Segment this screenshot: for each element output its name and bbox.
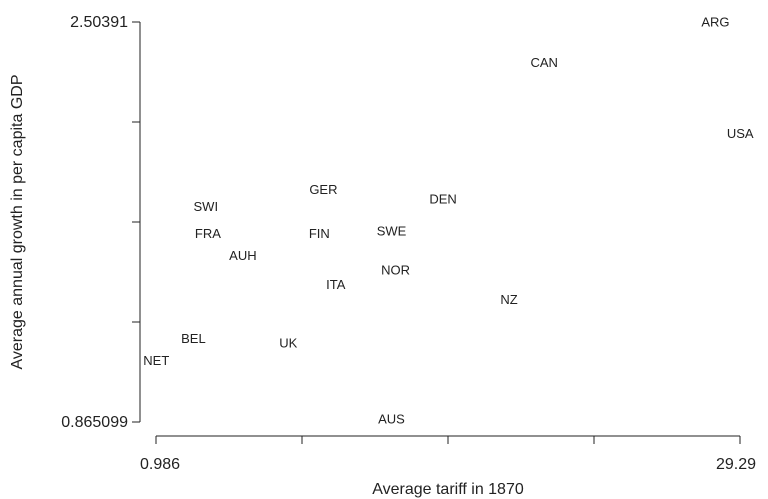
point-label-arg: ARG [701, 15, 729, 30]
point-label-nor: NOR [381, 263, 410, 278]
point-label-bel: BEL [181, 331, 206, 346]
point-label-fin: FIN [309, 226, 330, 241]
point-label-swe: SWE [377, 223, 407, 238]
x-axis-title: Average tariff in 1870 [372, 481, 524, 498]
point-label-uk: UK [279, 336, 297, 351]
point-label-nz: NZ [500, 292, 517, 307]
point-label-den: DEN [429, 192, 456, 207]
point-label-ita: ITA [326, 277, 346, 292]
y-tick-label-max: 2.50391 [70, 14, 128, 31]
x-tick-label-min: 0.986 [140, 456, 180, 473]
point-label-auh: AUH [229, 248, 256, 263]
y-axis-title: Average annual growth in per capita GDP [9, 75, 26, 370]
point-label-can: CAN [530, 55, 557, 70]
point-label-fra: FRA [195, 226, 221, 241]
x-tick-label-max: 29.29 [716, 456, 756, 473]
y-tick-label-min: 0.865099 [61, 414, 128, 431]
point-label-net: NET [143, 353, 169, 368]
y-axis-ticks [132, 21, 140, 423]
point-label-usa: USA [727, 126, 754, 141]
point-label-ger: GER [309, 182, 337, 197]
x-axis-ticks [155, 436, 741, 444]
data-points: ARG CAN USA DEN GER SWI FRA FIN SWE AUH NOR ITA NZ BE… [143, 15, 754, 427]
point-label-swi: SWI [194, 199, 219, 214]
point-label-aus: AUS [378, 411, 405, 426]
